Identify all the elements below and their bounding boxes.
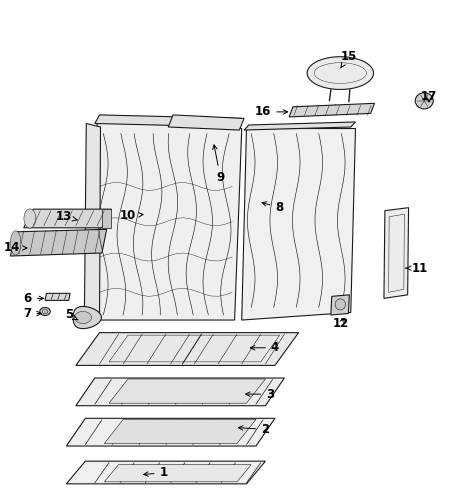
Text: 1: 1 (144, 466, 168, 479)
Polygon shape (45, 293, 70, 300)
Text: 11: 11 (406, 262, 428, 275)
Text: 15: 15 (340, 50, 356, 68)
Text: 4: 4 (250, 341, 279, 354)
Text: 9: 9 (213, 145, 225, 184)
Polygon shape (76, 378, 284, 406)
Text: 16: 16 (255, 105, 288, 118)
Polygon shape (331, 295, 349, 315)
Ellipse shape (10, 231, 21, 255)
Ellipse shape (42, 309, 48, 313)
Polygon shape (24, 209, 111, 228)
Polygon shape (384, 208, 409, 298)
Text: 8: 8 (262, 201, 284, 214)
Text: 2: 2 (238, 423, 270, 436)
Ellipse shape (415, 93, 433, 109)
Ellipse shape (40, 307, 50, 316)
Polygon shape (168, 115, 244, 130)
Polygon shape (10, 229, 107, 256)
Polygon shape (102, 209, 111, 228)
Text: 3: 3 (246, 388, 274, 401)
Polygon shape (84, 123, 100, 318)
Polygon shape (95, 115, 242, 127)
Polygon shape (74, 311, 91, 324)
Polygon shape (92, 121, 242, 320)
Polygon shape (244, 122, 356, 130)
Polygon shape (73, 306, 101, 329)
Polygon shape (242, 129, 356, 320)
Text: 12: 12 (333, 317, 349, 330)
Text: 5: 5 (64, 308, 78, 322)
Polygon shape (109, 379, 265, 403)
Polygon shape (66, 418, 275, 446)
Ellipse shape (335, 299, 346, 310)
Polygon shape (104, 419, 256, 444)
Text: 17: 17 (421, 90, 437, 103)
Polygon shape (307, 57, 374, 89)
Text: 13: 13 (56, 210, 78, 223)
Polygon shape (289, 103, 374, 117)
Polygon shape (104, 465, 251, 482)
Text: 7: 7 (23, 307, 41, 320)
Ellipse shape (24, 209, 36, 228)
Text: 6: 6 (23, 292, 44, 305)
Text: 10: 10 (120, 209, 143, 222)
Text: 14: 14 (4, 241, 27, 255)
Polygon shape (76, 333, 299, 365)
Polygon shape (66, 461, 265, 484)
